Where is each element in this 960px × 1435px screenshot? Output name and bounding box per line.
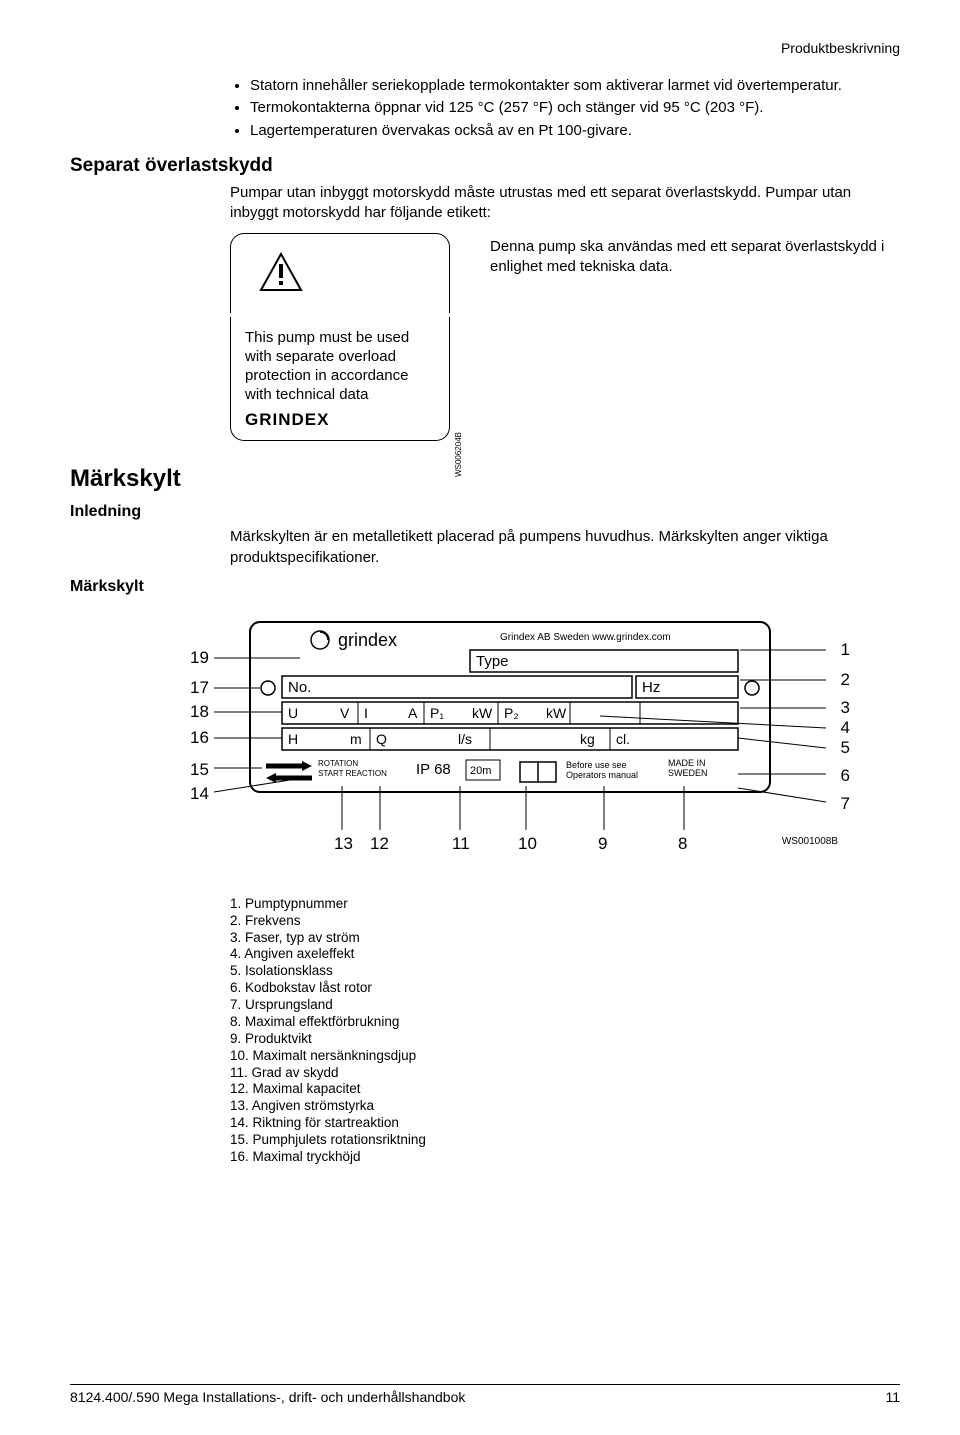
svg-text:Before use see: Before use see [566, 760, 627, 770]
legend-item: 12. Maximal kapacitet [230, 1081, 900, 1098]
legend-item: 8. Maximal effektförbrukning [230, 1014, 900, 1031]
stator-bullets: Statorn innehåller seriekopplade termoko… [250, 76, 900, 141]
svg-text:No.: No. [288, 679, 311, 696]
svg-text:IP 68: IP 68 [416, 761, 451, 778]
svg-text:kg: kg [580, 731, 595, 747]
callout-num: 10 [518, 834, 537, 854]
callout-num: 14 [190, 784, 209, 804]
callout-num: 7 [841, 794, 850, 814]
legend-item: 15. Pumphjulets rotationsriktning [230, 1132, 900, 1149]
svg-text:grindex: grindex [338, 630, 397, 650]
bullet-item: Statorn innehåller seriekopplade termoko… [250, 76, 900, 96]
ws-code: WS001008B [782, 836, 838, 847]
inledning-heading: Inledning [70, 503, 900, 521]
svg-text:kW: kW [472, 705, 493, 721]
svg-text:kW: kW [546, 705, 567, 721]
svg-text:cl.: cl. [616, 731, 630, 747]
svg-text:ROTATION: ROTATION [318, 759, 358, 768]
markskylt-heading: Märkskylt [70, 465, 900, 493]
callout-num: 2 [841, 670, 850, 690]
svg-text:START REACTION: START REACTION [318, 769, 387, 778]
svg-text:20m: 20m [470, 765, 491, 777]
pump-label-text: This pump must be used with separate ove… [245, 329, 435, 404]
legend-item: 1. Pumptypnummer [230, 896, 900, 913]
legend-item: 2. Frekvens [230, 913, 900, 930]
legend-item: 6. Kodbokstav låst rotor [230, 980, 900, 997]
svg-text:P₂: P₂ [504, 705, 519, 721]
callout-num: 3 [841, 698, 850, 718]
callout-num: 19 [190, 648, 209, 668]
callout-num: 8 [678, 834, 687, 854]
grindex-logo: GRINDEX [245, 410, 435, 430]
callout-num: 13 [334, 834, 353, 854]
plate-legend: 1. Pumptypnummer 2. Frekvens 3. Faser, t… [230, 896, 900, 1166]
svg-text:Grindex AB Sweden www.grind: Grindex AB Sweden www.grindex.com [500, 632, 671, 643]
svg-text:SWEDEN: SWEDEN [668, 768, 708, 778]
svg-text:P₁: P₁ [430, 705, 444, 721]
warning-side-text: Denna pump ska användas med ett separat … [490, 233, 900, 276]
legend-item: 14. Riktning för startreaktion [230, 1115, 900, 1132]
svg-text:I: I [364, 705, 368, 721]
legend-item: 16. Maximal tryckhöjd [230, 1149, 900, 1166]
section-header: Produktbeskrivning [70, 40, 900, 56]
callout-num: 12 [370, 834, 389, 854]
footer-title: 8124.400/.590 Mega Installations-, drift… [70, 1389, 465, 1405]
callout-num: 15 [190, 760, 209, 780]
legend-item: 13. Angiven strömstyrka [230, 1098, 900, 1115]
legend-item: 9. Produktvikt [230, 1031, 900, 1048]
warning-label-top [230, 233, 450, 313]
legend-item: 4. Angiven axeleffekt [230, 946, 900, 963]
callout-num: 5 [841, 738, 850, 758]
pump-label-box: This pump must be used with separate ove… [230, 317, 450, 441]
page-footer: 8124.400/.590 Mega Installations-, drift… [70, 1384, 900, 1405]
data-plate-diagram: 19 17 18 16 15 14 1 2 3 4 5 6 7 13 12 11… [190, 616, 850, 876]
ws-code: WS006204B [454, 432, 463, 477]
svg-text:Hz: Hz [642, 679, 660, 696]
svg-text:H: H [288, 731, 298, 747]
bullet-item: Termokontakterna öppnar vid 125 °C (257 … [250, 98, 900, 118]
callout-num: 11 [452, 834, 470, 854]
callout-num: 17 [190, 678, 209, 698]
legend-item: 7. Ursprungsland [230, 997, 900, 1014]
svg-text:MADE IN: MADE IN [668, 758, 706, 768]
warning-icon [259, 252, 303, 292]
inledning-paragraph: Märkskylten är en metalletikett placerad… [230, 527, 900, 568]
callout-num: 1 [841, 640, 850, 660]
callout-num: 18 [190, 702, 209, 722]
markskylt-sub-heading: Märkskylt [70, 578, 900, 596]
svg-text:A: A [408, 705, 418, 721]
callout-num: 6 [841, 766, 850, 786]
svg-text:Type: Type [476, 653, 509, 670]
overload-paragraph: Pumpar utan inbyggt motorskydd måste utr… [230, 183, 900, 224]
callout-num: 9 [598, 834, 607, 854]
svg-text:l/s: l/s [458, 731, 472, 747]
svg-text:m: m [350, 731, 362, 747]
callout-num: 4 [841, 718, 850, 738]
legend-item: 3. Faser, typ av ström [230, 930, 900, 947]
bullet-item: Lagertemperaturen övervakas också av en … [250, 121, 900, 141]
overload-heading: Separat överlastskydd [70, 155, 900, 177]
svg-text:Q: Q [376, 731, 387, 747]
footer-page: 11 [885, 1389, 900, 1405]
svg-text:U: U [288, 705, 298, 721]
legend-item: 11. Grad av skydd [230, 1065, 900, 1082]
svg-text:Operators manual: Operators manual [566, 770, 638, 780]
legend-item: 5. Isolationsklass [230, 963, 900, 980]
legend-item: 10. Maximalt nersänkningsdjup [230, 1048, 900, 1065]
svg-text:V: V [340, 705, 350, 721]
plate-svg: grindex Grindex AB Sweden www.grindex.co… [190, 616, 850, 856]
callout-num: 16 [190, 728, 209, 748]
